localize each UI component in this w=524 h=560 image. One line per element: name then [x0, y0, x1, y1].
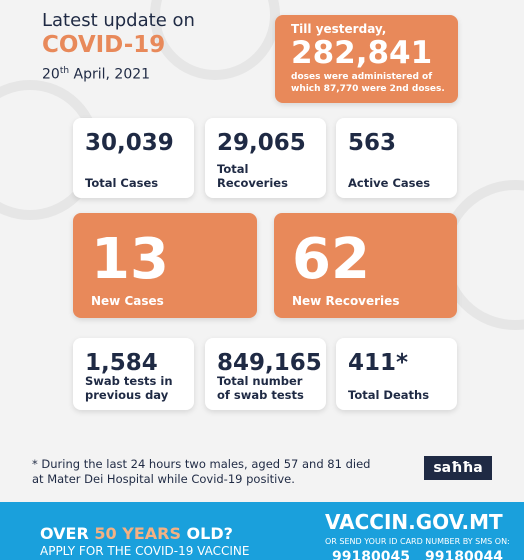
stat-label: Active Cases	[348, 176, 431, 190]
age: 50 YEARS	[94, 524, 181, 543]
stat-value: 411*	[348, 350, 409, 376]
stat-card: 13 New Cases	[73, 213, 257, 318]
stat-card: 29,065 Total Recoveries	[205, 118, 326, 198]
stat-card: 30,039 Total Cases	[73, 118, 194, 198]
vaccine-value: 282,841	[291, 35, 433, 71]
stat-value: 563	[348, 130, 397, 156]
stat-label: Total Deaths	[348, 388, 430, 402]
stat-label: Swab tests in previous day	[85, 374, 173, 402]
number: 99180044	[425, 549, 503, 560]
stat-label: New Recoveries	[292, 294, 400, 308]
date-rest: April, 2021	[73, 66, 151, 83]
logo: saħħa	[424, 456, 492, 480]
stat-label: Total number of swab tests	[217, 374, 304, 402]
site: VACCIN.GOV.MT	[325, 510, 503, 534]
stat-label: Total Recoveries	[217, 162, 288, 190]
banner-headline: OVER 50 YEARS OLD?	[40, 524, 233, 543]
vaccine-box: Till yesterday, 282,841 doses were admin…	[275, 15, 458, 103]
stat-label: New Cases	[91, 294, 164, 308]
stat-value: 849,165	[217, 350, 322, 376]
stat-card: 1,584 Swab tests in previous day	[73, 338, 194, 410]
stat-value: 62	[292, 227, 370, 292]
apply: APPLY FOR THE COVID-19 VACCINE	[40, 544, 250, 558]
suffix: th	[59, 66, 70, 76]
title: Latest update on	[42, 10, 195, 31]
date: 20th April, 2021	[42, 66, 150, 83]
over: OVER	[40, 524, 89, 543]
vaccine-text: doses were administered of which 87,770 …	[291, 72, 445, 94]
subject: COVID-19	[42, 32, 166, 58]
vaccine-intro: Till yesterday,	[291, 22, 387, 36]
stat-value: 29,065	[217, 130, 306, 156]
stat-card: 411* Total Deaths	[336, 338, 457, 410]
footnote: * During the last 24 hours two males, ag…	[32, 457, 371, 486]
stat-value: 1,584	[85, 350, 158, 376]
stat-value: 30,039	[85, 130, 174, 156]
stat-card: 563 Active Cases	[336, 118, 457, 198]
stat-value: 13	[91, 227, 169, 292]
stat-card: 849,165 Total number of swab tests	[205, 338, 326, 410]
number: 99180045	[332, 549, 410, 560]
stat-label: Total Cases	[85, 176, 159, 190]
day: 20	[42, 66, 60, 83]
banner: OVER 50 YEARS OLD? APPLY FOR THE COVID-1…	[0, 502, 524, 560]
stat-card: 62 New Recoveries	[274, 213, 457, 318]
old: OLD?	[186, 524, 233, 543]
sms: OR SEND YOUR ID CARD NUMBER BY SMS ON:	[325, 537, 510, 546]
